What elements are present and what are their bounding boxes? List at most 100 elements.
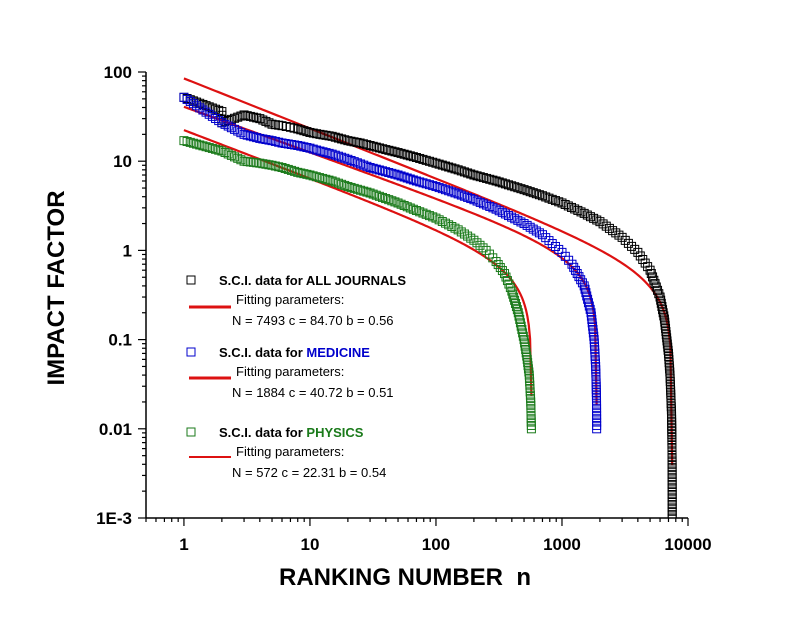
data-point [515,318,525,328]
data-point [447,163,457,173]
data-point [581,288,591,298]
x-tick-label: 10000 [664,535,711,554]
data-point [226,123,236,133]
data-point [415,153,425,163]
data-point [381,145,391,155]
data-point [280,163,290,173]
data-point [261,116,271,126]
data-point [340,153,350,163]
data-point [655,292,665,302]
legend-fit-params: N = 572 c = 22.31 b = 0.54 [232,465,386,480]
data-point [312,145,322,155]
legend-fit-label: Fitting parameters: [236,292,344,307]
data-point [504,180,514,190]
data-point [264,135,274,145]
data-point [651,282,661,292]
data-point [520,341,530,351]
data-point [318,173,328,183]
data-point [359,160,369,170]
data-point [293,140,303,150]
data-point [233,126,243,136]
legend-fit-params: N = 1884 c = 40.72 b = 0.51 [232,385,394,400]
data-point [308,171,318,181]
data-point [352,137,362,147]
data-point [211,104,221,114]
data-point [293,124,303,134]
data-point [182,137,192,147]
data-point [390,197,400,207]
legend-label: S.C.I. data for PHYSICS [219,425,364,440]
data-point [214,145,224,155]
data-point [318,147,328,157]
data-point [424,156,434,166]
data-point [579,208,589,218]
data-point [242,111,252,121]
data-point [330,132,340,142]
data-point [617,232,627,242]
data-point [343,154,353,164]
data-point [365,140,375,150]
data-point [204,102,214,112]
data-point [393,198,403,208]
data-point [620,235,630,245]
axes: 1 10 100 1000 10000 1E-3 0.01 0.1 1 10 100 [96,63,712,554]
data-point [283,164,293,174]
data-point [185,137,195,147]
legend-fit-label: Fitting parameters: [236,364,344,379]
data-point [368,189,378,199]
data-point [405,174,415,184]
data-point [352,158,362,168]
data-point [217,118,227,128]
data-point [368,141,378,151]
data-point [491,176,501,186]
data-point [378,192,388,202]
data-point [324,148,334,158]
data-point [236,128,246,138]
data-point [371,190,381,200]
data-point [437,216,447,226]
data-point [509,292,519,302]
data-point [525,187,535,197]
data-point [223,121,233,131]
data-point [299,126,309,136]
data-point [491,204,501,214]
data-point [337,179,347,189]
data-point [411,153,421,163]
data-point [408,175,418,185]
data-point [541,192,551,202]
data-point [204,143,214,153]
data-point [531,189,541,199]
data-point [321,148,331,158]
data-point [511,302,521,312]
data-point [478,199,488,209]
data-point [211,144,221,154]
data-point [274,137,284,147]
x-axis-title: RANKING NUMBER n [279,564,531,591]
data-point [343,182,353,192]
data-point [418,178,428,188]
data-point [223,149,233,159]
data-point [330,150,340,160]
x-tick-label: 100 [422,535,450,554]
data-point [508,289,518,299]
data-point [384,195,394,205]
data-point [312,129,322,139]
data-point [368,163,378,173]
data-point [518,328,528,338]
data-point [233,112,243,122]
data-point [434,159,444,169]
data-point [513,308,523,318]
data-point [286,139,296,149]
legend: S.C.I. data for ALL JOURNALS Fitting para… [186,273,406,480]
data-point [352,184,362,194]
data-point [507,181,517,191]
data-point [664,358,674,368]
data-point [566,202,576,212]
data-point [459,191,469,201]
data-point [428,181,438,191]
data-point [541,233,551,243]
data-point [667,513,677,518]
series-2 [179,129,536,434]
data-point [402,202,412,212]
data-point [516,184,526,194]
